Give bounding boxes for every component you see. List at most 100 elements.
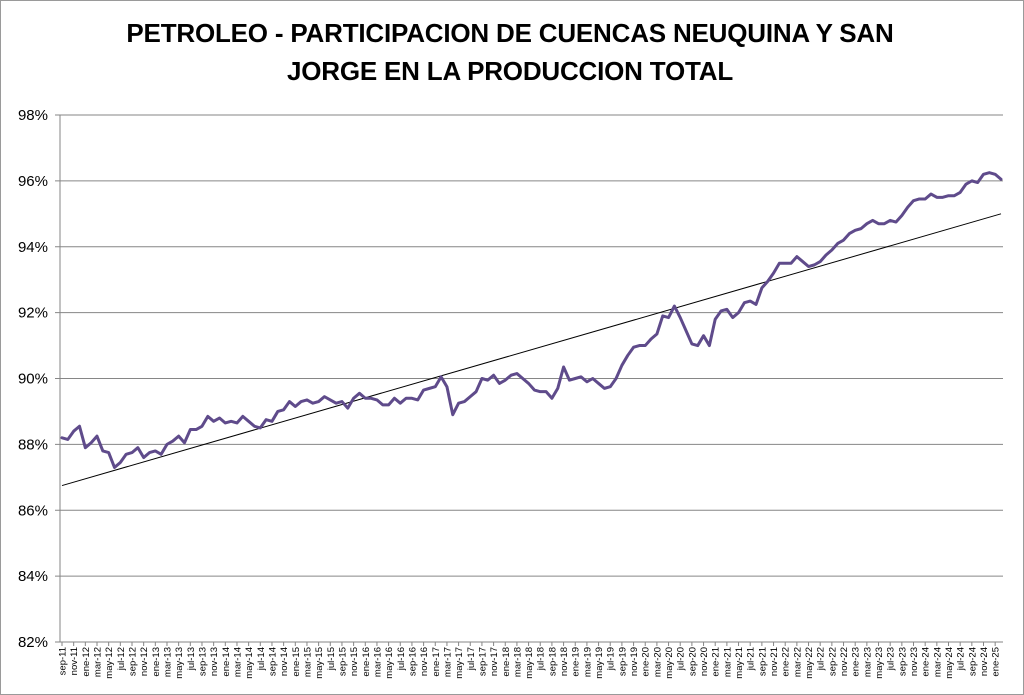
data-point [72, 430, 74, 432]
y-tick-label: 96% [18, 173, 48, 190]
data-point [265, 418, 267, 420]
data-point [906, 206, 908, 208]
data-point [90, 442, 92, 444]
x-tick-label: may-17 [454, 647, 465, 679]
data-point [574, 377, 576, 379]
data-point [142, 456, 144, 458]
data-point [732, 316, 734, 318]
data-point [463, 400, 465, 402]
data-point [306, 399, 308, 401]
x-tick-label: jul-16 [396, 647, 407, 671]
data-point [930, 193, 932, 195]
data-point [469, 395, 471, 397]
data-point [67, 438, 69, 440]
data-point [982, 173, 984, 175]
data-point [271, 420, 273, 422]
data-point [481, 377, 483, 379]
data-point [253, 425, 255, 427]
data-point [61, 437, 63, 439]
data-point [609, 386, 611, 388]
data-point [212, 420, 214, 422]
data-point [277, 410, 279, 412]
data-point [790, 262, 792, 264]
x-tick-label: jul-22 [816, 647, 827, 671]
x-tick-label: nov-18 [559, 647, 570, 676]
y-tick-label: 90% [18, 371, 48, 388]
data-point [778, 262, 780, 264]
data-point [901, 214, 903, 216]
x-tick-label: ene-16 [361, 647, 372, 677]
data-point [457, 402, 459, 404]
x-tick-label: jul-21 [746, 647, 757, 671]
data-point [282, 409, 284, 411]
data-point [679, 316, 681, 318]
x-tick-label: may-16 [384, 647, 395, 679]
data-point [831, 249, 833, 251]
data-point [434, 386, 436, 388]
data-point [842, 239, 844, 241]
data-point [189, 428, 191, 430]
x-tick-label: nov-19 [629, 647, 640, 676]
x-tick-label: mar-19 [582, 647, 593, 677]
data-point [976, 181, 978, 183]
x-tick-label: nov-24 [979, 647, 990, 676]
x-tick-label: sep-14 [267, 647, 278, 676]
x-tick-label: ene-23 [851, 647, 862, 677]
data-point [370, 397, 372, 399]
data-point [533, 389, 535, 391]
data-point [603, 387, 605, 389]
x-tick-label: nov-17 [489, 647, 500, 676]
x-tick-label: sep-17 [477, 647, 488, 676]
x-tick-label: ene-22 [781, 647, 792, 677]
data-point [562, 366, 564, 368]
data-point [399, 402, 401, 404]
data-point [819, 260, 821, 262]
x-tick-label: nov-12 [139, 647, 150, 676]
data-point [364, 397, 366, 399]
x-tick-label: may-24 [944, 647, 955, 679]
data-point [352, 397, 354, 399]
data-point [737, 311, 739, 313]
data-point [761, 287, 763, 289]
x-tick-label: ene-17 [431, 647, 442, 677]
data-point [883, 222, 885, 224]
data-point [446, 386, 448, 388]
data-point [656, 333, 658, 335]
data-point [749, 300, 751, 302]
data-point [825, 254, 827, 256]
x-tick-label: ene-19 [571, 647, 582, 677]
series-line [60, 171, 1003, 469]
data-point [347, 407, 349, 409]
y-tick-label: 98% [18, 107, 48, 124]
data-point [428, 387, 430, 389]
data-point [545, 390, 547, 392]
x-tick-label: mar-20 [652, 647, 663, 677]
data-point [662, 315, 664, 317]
x-tick-label: may-14 [244, 647, 255, 679]
x-tick-label: ene-20 [641, 647, 652, 677]
data-point [317, 400, 319, 402]
x-tick-label: mar-12 [92, 647, 103, 677]
data-point [107, 451, 109, 453]
data-point [247, 420, 249, 422]
x-tick-label: may-23 [874, 647, 885, 679]
data-point [440, 376, 442, 378]
data-point [498, 382, 500, 384]
x-tick-label: ene-21 [711, 647, 722, 677]
data-point [557, 387, 559, 389]
x-tick-label: sep-23 [897, 647, 908, 676]
data-point [638, 344, 640, 346]
data-point [137, 446, 139, 448]
y-tick-label: 84% [18, 568, 48, 585]
data-point [335, 402, 337, 404]
data-point [936, 196, 938, 198]
x-tick-label: jul-24 [956, 647, 967, 671]
x-tick-label: mar-14 [232, 647, 243, 677]
data-point [568, 379, 570, 381]
data-point [516, 372, 518, 374]
data-point [889, 219, 891, 221]
data-point [871, 219, 873, 221]
x-tick-label: may-19 [594, 647, 605, 679]
